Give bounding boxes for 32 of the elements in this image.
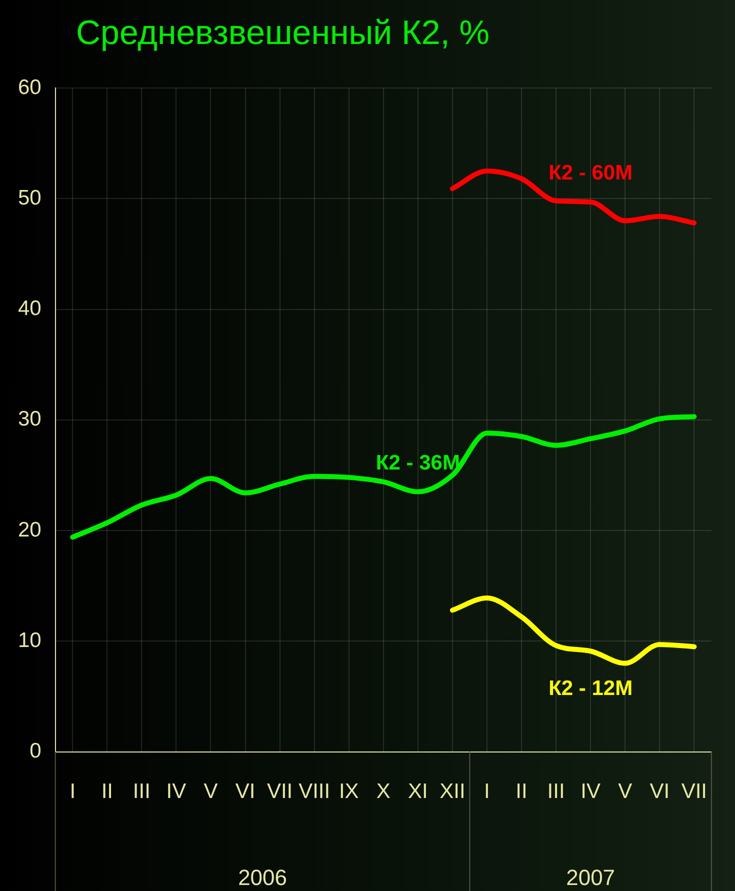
y-tick-label: 50 (18, 186, 42, 210)
y-tick-label: 60 (18, 76, 42, 99)
x-tick-label: III (132, 780, 150, 804)
y-tick-label: 40 (18, 297, 42, 320)
series-label: К2 - 12M (548, 676, 633, 700)
x-tick-label: XII (440, 780, 466, 804)
x-tick-label: IX (338, 780, 359, 804)
x-tick-label: VI (235, 780, 256, 804)
x-tick-label: II (101, 780, 113, 804)
x-tick-label: IV (166, 780, 186, 804)
x-tick-label: XI (408, 780, 428, 804)
chart-title: Средневзвешенный К2, % (76, 14, 490, 52)
x-tick-label: II (516, 780, 528, 804)
x-tick-label: I (70, 780, 76, 804)
y-tick-label: 0 (30, 740, 42, 763)
x-tick-label: V (204, 780, 218, 804)
x-tick-label: I (484, 780, 490, 804)
series-label: К2 - 36M (376, 452, 460, 475)
text: 2007 (566, 865, 616, 890)
x-tick-label: VI (650, 780, 670, 804)
y-tick-label: 30 (18, 408, 42, 431)
series-label: К2 - 60M (548, 162, 633, 185)
x-tick-label: VII (681, 780, 708, 804)
x-tick-label: IV (580, 780, 600, 804)
x-tick-label: VIII (298, 780, 330, 804)
x-tick-label: VII (266, 780, 293, 804)
y-tick-label: 10 (18, 628, 42, 652)
y-tick-label: 20 (18, 518, 42, 542)
x-tick-label: X (376, 780, 390, 804)
x-tick-label: V (618, 780, 632, 804)
x-tick-label: III (547, 780, 565, 804)
text: 2006 (238, 865, 288, 890)
